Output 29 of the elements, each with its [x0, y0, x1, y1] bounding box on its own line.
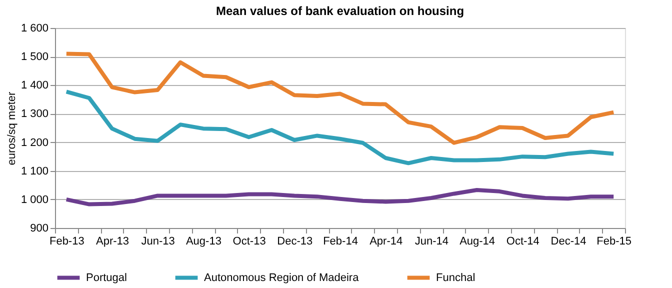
- y-tick-label: 1 100: [20, 165, 48, 178]
- y-tick-label: 1 500: [20, 51, 48, 64]
- y-tick-label: 1 000: [20, 194, 48, 206]
- y-tick-label: 1 600: [20, 22, 48, 34]
- x-tick-label: Jun-14: [414, 236, 449, 248]
- x-tick-label: Dec-14: [550, 236, 586, 248]
- x-tick-label: Feb-15: [596, 236, 632, 248]
- x-tick-label: Oct-13: [232, 236, 266, 248]
- y-tick-label: 900: [30, 222, 48, 234]
- line-series: [64, 90, 616, 166]
- legend-label: Portugal: [86, 272, 127, 284]
- legend-label: Autonomous Region of Madeira: [204, 272, 360, 284]
- x-tick-label: Apr-14: [370, 236, 403, 248]
- x-tick-label: Aug-14: [460, 236, 496, 248]
- x-tick-label: Aug-13: [186, 236, 222, 248]
- x-tick-label: Feb-13: [49, 236, 84, 248]
- legend-label: Funchal: [436, 272, 476, 284]
- x-tick-label: Feb-14: [323, 236, 358, 248]
- x-tick-label: Dec-13: [277, 236, 313, 248]
- x-tick-label: Apr-13: [96, 236, 130, 248]
- y-axis-title: euros/sq meter: [6, 91, 18, 166]
- y-tick-label: 1 300: [20, 108, 48, 120]
- line-series: [64, 52, 616, 145]
- y-tick-label: 1 400: [20, 80, 48, 92]
- x-tick-label: Jun-13: [141, 236, 175, 248]
- y-tick-label: 1 200: [20, 136, 48, 149]
- chart-title: Mean values of bank evaluation on housing: [216, 4, 464, 18]
- line-series: [64, 188, 616, 206]
- x-tick-label: Oct-14: [506, 236, 540, 248]
